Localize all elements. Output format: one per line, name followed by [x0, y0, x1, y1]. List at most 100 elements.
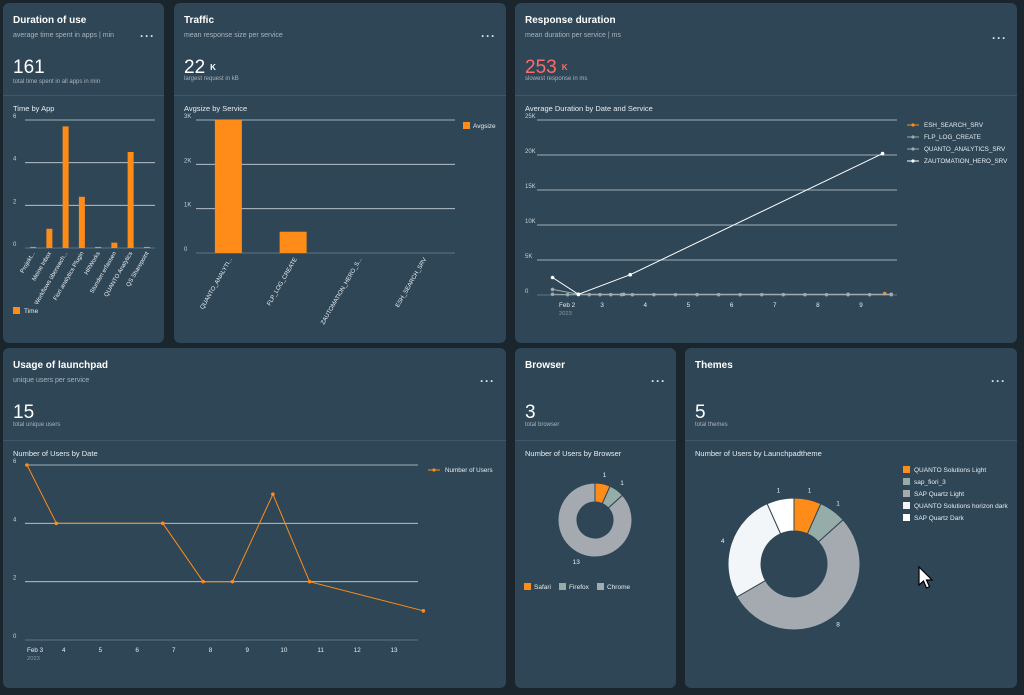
kpi-value: 3: [525, 402, 536, 423]
data-label: 4: [721, 538, 725, 545]
legend-swatch: [597, 583, 604, 590]
x-tick-label: ESH_SEARCH_SRV: [395, 257, 428, 309]
x-tick-label: Feb 2: [559, 302, 576, 309]
users-by-browser-chart: 1 1 13 Safari Firefox Chrome: [524, 472, 633, 591]
bar: [46, 228, 53, 248]
x-tick-sublabel: 2023: [559, 311, 572, 317]
mouse-cursor-icon: [918, 565, 934, 589]
x-tick-label: 13: [390, 647, 398, 654]
legend-label: QUANTO Solutions Light: [914, 467, 986, 474]
kpi-value: 5: [695, 402, 706, 423]
x-tick-label: HRWorks: [84, 251, 102, 276]
more-horizontal-icon[interactable]: ···: [992, 31, 1007, 45]
avgsize-by-service-chart: 0 1K 2K 3K QUANTO_ANALYTI... FLP_LOG_CREATE ZA…: [184, 114, 496, 326]
data-point: [421, 609, 426, 613]
legend-swatch: [559, 583, 566, 590]
data-label: 1: [836, 500, 840, 507]
data-point: [271, 492, 275, 496]
legend-label: ZAUTOMATION_HERO_SRV: [924, 158, 1008, 165]
divider: [174, 95, 506, 96]
bar: [127, 152, 134, 248]
data-label: 1: [620, 480, 624, 487]
bar: [214, 120, 242, 253]
card-title: Duration of use: [13, 15, 87, 26]
y-tick-label: 15K: [525, 184, 536, 190]
donut-slice: [557, 482, 633, 558]
x-tick-label: 8: [816, 302, 820, 309]
card-usage-of-launchpad[interactable]: Usage of launchpad unique users per serv…: [3, 348, 506, 688]
x-tick-label: 11: [317, 647, 324, 654]
y-tick-label: 20K: [525, 149, 536, 155]
series-line: [552, 153, 883, 295]
legend-label: sap_fiori_3: [914, 479, 946, 486]
kpi-label: total browser: [525, 422, 560, 428]
card-title: Response duration: [525, 15, 616, 26]
data-point: [628, 272, 632, 277]
data-point: [846, 292, 850, 297]
x-tick-label: 10: [280, 647, 288, 654]
bar: [143, 246, 150, 248]
data-point: [25, 463, 29, 467]
series-line: [26, 464, 424, 612]
y-tick-label: 0: [13, 242, 17, 248]
card-subtitle: unique users per service: [13, 377, 90, 384]
donut-slice: [736, 519, 861, 631]
data-point: [201, 579, 205, 584]
divider: [685, 440, 1017, 441]
bar: [95, 246, 102, 248]
more-horizontal-icon[interactable]: ···: [651, 374, 666, 388]
legend-marker: [911, 123, 915, 127]
y-tick-label: 2: [13, 199, 17, 205]
x-tick-label: 8: [209, 647, 213, 654]
data-point: [54, 521, 59, 526]
divider: [515, 440, 676, 441]
x-tick-label: 4: [644, 302, 648, 309]
more-horizontal-icon[interactable]: ···: [481, 29, 496, 43]
kpi-value: 15: [13, 402, 35, 423]
legend-label: Chrome: [607, 584, 631, 591]
more-horizontal-icon[interactable]: ···: [480, 374, 495, 388]
y-tick-label: 10K: [525, 219, 536, 225]
legend-swatch: [13, 307, 20, 314]
data-label: 1: [777, 488, 781, 495]
y-tick-label: 4: [13, 517, 17, 523]
users-by-theme-chart: 1 1 8 4 1 QUANTO Solutions Light sap_fiori_3 SA…: [721, 466, 1009, 631]
card-themes[interactable]: Themes ··· 5 total themes Number of User…: [685, 348, 1017, 688]
legend-marker: [432, 468, 436, 472]
x-tick-label: FLP_LOG_CREATE: [267, 257, 299, 307]
series-line: [552, 288, 892, 295]
x-tick-label: 12: [354, 647, 362, 654]
legend-swatch: [903, 514, 910, 521]
kpi-label: total unique users: [13, 422, 61, 428]
card-subtitle: mean duration per service | ms: [525, 32, 621, 39]
more-horizontal-icon[interactable]: ···: [991, 374, 1006, 388]
more-horizontal-icon[interactable]: ···: [140, 29, 155, 43]
card-traffic[interactable]: Traffic mean response size per service ·…: [174, 3, 506, 343]
x-tick-label: 9: [245, 647, 249, 654]
card-browser[interactable]: Browser ··· 3 total browser Number of Us…: [515, 348, 676, 688]
chart-title: Number of Users by Launchpadtheme: [695, 449, 822, 458]
bar: [111, 242, 118, 248]
x-tick-label: 7: [773, 302, 777, 309]
legend-label: Safari: [534, 584, 551, 591]
legend-swatch: [524, 583, 531, 590]
data-point: [550, 275, 555, 280]
card-duration-of-use[interactable]: Duration of use average time spent in ap…: [3, 3, 164, 343]
donut-slice: [727, 503, 782, 598]
bar: [30, 246, 37, 248]
card-response-duration[interactable]: Response duration mean duration per serv…: [515, 3, 1017, 343]
x-tick-label: 4: [62, 647, 66, 654]
duration-by-date-chart: 0 5K 10K 15K 20K 25K Feb 2 3 4 5 6 7 8 9 2023 ESH_SEARC…: [525, 114, 1008, 317]
chart-title: Number of Users by Browser: [525, 449, 622, 458]
kpi-label: total time spent in all apps in min: [13, 79, 101, 85]
divider: [3, 95, 164, 96]
bar: [78, 196, 85, 248]
data-point: [307, 579, 312, 584]
data-point: [230, 579, 235, 584]
legend-marker: [911, 135, 915, 139]
x-tick-label: 6: [135, 647, 139, 654]
y-tick-label: 0: [13, 634, 17, 640]
data-label: 1: [808, 488, 812, 495]
legend-label: QUANTO_ANALYTICS_SRV: [924, 146, 1006, 153]
y-tick-label: 2K: [184, 158, 191, 164]
